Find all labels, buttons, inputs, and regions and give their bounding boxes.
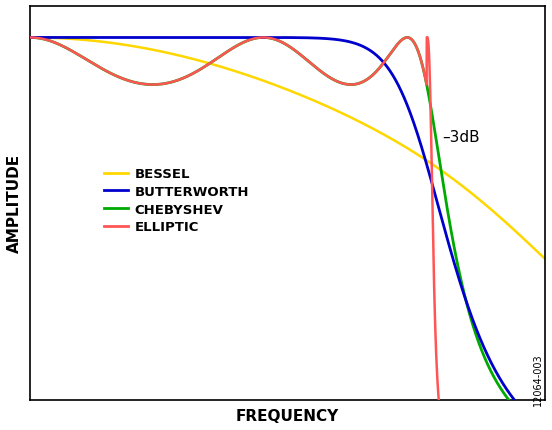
Text: –3dB: –3dB	[442, 129, 480, 144]
Text: 12064-003: 12064-003	[533, 352, 543, 405]
X-axis label: FREQUENCY: FREQUENCY	[236, 408, 339, 423]
Y-axis label: AMPLITUDE: AMPLITUDE	[7, 154, 22, 253]
Legend: BESSEL, BUTTERWORTH, CHEBYSHEV, ELLIPTIC: BESSEL, BUTTERWORTH, CHEBYSHEV, ELLIPTIC	[99, 163, 254, 239]
